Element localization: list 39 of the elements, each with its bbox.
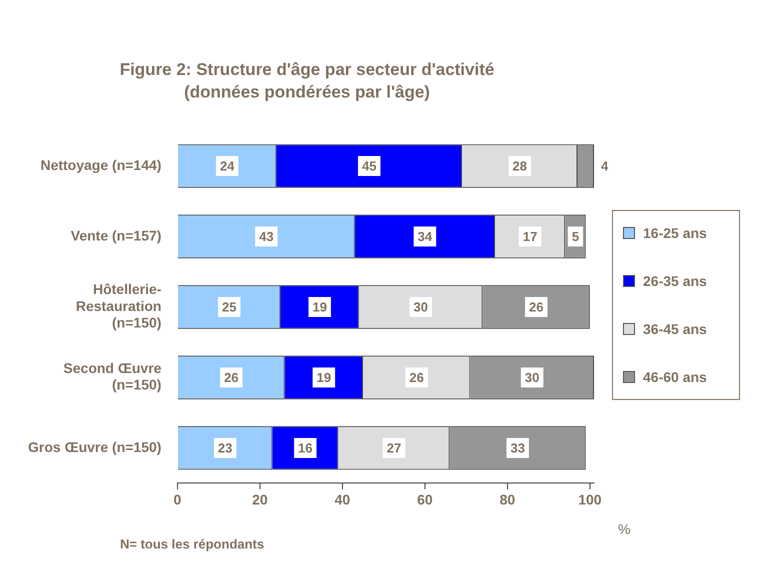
chart-subtitle: (données pondérées par l'âge) xyxy=(184,82,430,102)
legend-label: 16-25 ans xyxy=(643,225,707,241)
data-label: 30 xyxy=(414,300,428,315)
data-label: 45 xyxy=(362,158,376,174)
data-label: 16 xyxy=(298,440,313,456)
data-label: 17 xyxy=(522,229,538,244)
x-tick-label: 60 xyxy=(417,491,433,508)
x-axis-title: % xyxy=(618,520,630,537)
data-label: 4 xyxy=(601,158,609,174)
data-label: 27 xyxy=(386,440,402,456)
data-label: 26 xyxy=(529,300,544,315)
data-label: 5 xyxy=(572,229,580,244)
x-tick-label: 80 xyxy=(500,491,516,508)
data-label: 30 xyxy=(524,370,540,386)
y-tick-label: Vente (n=157) xyxy=(70,227,162,244)
y-tick-label: Gros Œuvre (n=150) xyxy=(28,438,162,455)
legend-label: 36-45 ans xyxy=(643,321,707,337)
data-label: 24 xyxy=(220,158,236,174)
y-tick-label: Second Œuvre (n=150) xyxy=(63,360,162,393)
x-tick-label: 20 xyxy=(252,491,268,508)
x-tick-label: 100 xyxy=(578,491,602,508)
x-tick-label: 40 xyxy=(334,491,350,508)
data-label: 34 xyxy=(418,229,433,244)
x-tick-label: 0 xyxy=(174,491,182,508)
data-label: 28 xyxy=(512,158,527,174)
data-label: 23 xyxy=(218,440,232,456)
data-label: 19 xyxy=(312,300,327,315)
data-label: 33 xyxy=(510,440,525,456)
data-label: 26 xyxy=(224,370,239,386)
y-tick-label: Hôtellerie-Restauration (n=150) xyxy=(76,281,162,331)
data-label: 26 xyxy=(409,370,424,386)
data-label: 19 xyxy=(316,370,332,386)
legend-label: 46-60 ans xyxy=(643,369,707,385)
data-label: 25 xyxy=(222,300,236,315)
legend-label: 26-35 ans xyxy=(643,273,707,289)
chart-title: Figure 2: Structure d'âge par secteur d'activité xyxy=(120,60,494,79)
data-label: 43 xyxy=(259,229,274,244)
y-tick-label: Nettoyage (n=144) xyxy=(40,156,162,173)
text: N= tous les répondants xyxy=(120,536,264,552)
